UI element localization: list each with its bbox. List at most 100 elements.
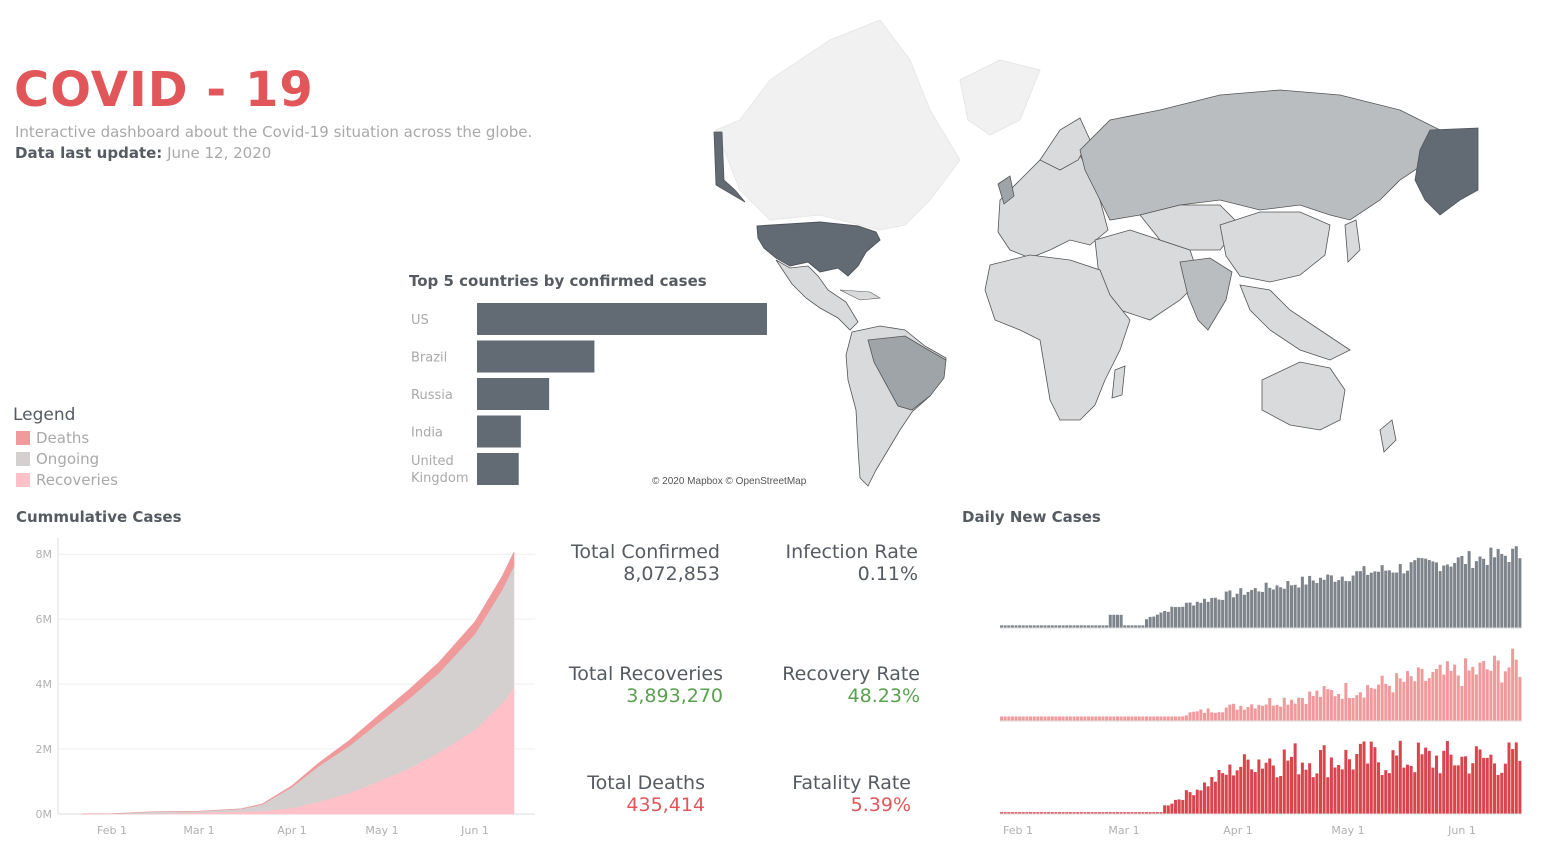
daily-bar-confirmed[interactable]: [1094, 625, 1098, 628]
daily-bar-recoveries[interactable]: [1007, 716, 1011, 722]
daily-bar-recoveries[interactable]: [1464, 658, 1468, 721]
daily-bar-deaths[interactable]: [1072, 812, 1076, 814]
daily-bar-deaths[interactable]: [1242, 754, 1246, 814]
daily-bar-recoveries[interactable]: [1239, 705, 1243, 721]
daily-bar-recoveries[interactable]: [1148, 716, 1152, 722]
daily-bar-confirmed[interactable]: [1130, 625, 1134, 628]
daily-bar-recoveries[interactable]: [1518, 676, 1522, 721]
area-deaths[interactable]: [81, 551, 515, 815]
daily-bar-recoveries[interactable]: [1395, 673, 1399, 721]
daily-bar-deaths[interactable]: [1351, 769, 1355, 814]
daily-bar-deaths[interactable]: [1159, 812, 1163, 814]
daily-bar-recoveries[interactable]: [1329, 689, 1333, 721]
daily-bar-recoveries[interactable]: [1177, 716, 1181, 722]
daily-bar-recoveries[interactable]: [1246, 707, 1250, 721]
daily-bar-recoveries[interactable]: [1435, 668, 1439, 721]
daily-bar-recoveries[interactable]: [1210, 712, 1214, 721]
daily-bar-confirmed[interactable]: [1054, 625, 1058, 628]
daily-bar-deaths[interactable]: [1079, 812, 1083, 814]
daily-bar-deaths[interactable]: [1304, 769, 1308, 814]
daily-bar-confirmed[interactable]: [1496, 548, 1500, 628]
daily-bar-confirmed[interactable]: [1246, 591, 1250, 628]
daily-bar-confirmed[interactable]: [1420, 558, 1424, 628]
daily-bar-deaths[interactable]: [1445, 740, 1449, 814]
daily-bar-recoveries[interactable]: [1221, 712, 1225, 721]
daily-bar-recoveries[interactable]: [1047, 716, 1051, 722]
daily-bar-confirmed[interactable]: [1300, 576, 1304, 628]
daily-bar-confirmed[interactable]: [1384, 570, 1388, 628]
daily-bar-deaths[interactable]: [1032, 812, 1036, 814]
daily-bar-deaths[interactable]: [1152, 812, 1156, 814]
daily-bar-confirmed[interactable]: [1072, 625, 1076, 628]
daily-bar-confirmed[interactable]: [1460, 556, 1464, 628]
daily-bar-confirmed[interactable]: [1021, 625, 1025, 628]
daily-bar-recoveries[interactable]: [1126, 716, 1130, 722]
daily-bar-confirmed[interactable]: [1239, 588, 1243, 628]
daily-bar-deaths[interactable]: [1094, 812, 1098, 814]
daily-bar-confirmed[interactable]: [1348, 581, 1352, 628]
daily-bar-deaths[interactable]: [1395, 755, 1399, 814]
daily-bar-confirmed[interactable]: [1101, 625, 1105, 628]
daily-bar-recoveries[interactable]: [1514, 659, 1518, 721]
daily-bar-confirmed[interactable]: [1355, 571, 1359, 628]
daily-bar-confirmed[interactable]: [1366, 574, 1370, 628]
daily-bar-deaths[interactable]: [1337, 764, 1341, 814]
daily-bar-recoveries[interactable]: [1507, 667, 1511, 721]
daily-bar-recoveries[interactable]: [1257, 704, 1261, 721]
daily-bar-deaths[interactable]: [1116, 812, 1120, 814]
daily-bar-deaths[interactable]: [1435, 755, 1439, 814]
daily-bar-confirmed[interactable]: [1271, 589, 1275, 628]
daily-bar-confirmed[interactable]: [1228, 590, 1232, 628]
daily-bar-deaths[interactable]: [1221, 773, 1225, 814]
daily-bar-confirmed[interactable]: [1119, 614, 1123, 628]
daily-bar-recoveries[interactable]: [1203, 712, 1207, 721]
daily-bar-recoveries[interactable]: [1217, 712, 1221, 721]
daily-bar-recoveries[interactable]: [1116, 716, 1120, 722]
map-region-mexico[interactable]: [775, 259, 859, 331]
daily-bar-deaths[interactable]: [1355, 753, 1359, 814]
map-credit[interactable]: © 2020 Mapbox © OpenStreetMap: [652, 476, 807, 487]
daily-bar-confirmed[interactable]: [1380, 565, 1384, 628]
map-region-alaska-edge[interactable]: [713, 131, 746, 203]
daily-bar-recoveries[interactable]: [1402, 681, 1406, 721]
daily-bar-recoveries[interactable]: [1373, 688, 1377, 721]
daily-bar-recoveries[interactable]: [1474, 674, 1478, 721]
daily-bar-recoveries[interactable]: [1112, 716, 1116, 722]
daily-bar-recoveries[interactable]: [1199, 709, 1203, 721]
daily-bar-confirmed[interactable]: [1199, 602, 1203, 628]
daily-bar-confirmed[interactable]: [1438, 571, 1442, 628]
daily-bar-deaths[interactable]: [1358, 743, 1362, 814]
daily-bar-confirmed[interactable]: [1166, 611, 1170, 628]
daily-bar-recoveries[interactable]: [1235, 709, 1239, 721]
daily-bar-recoveries[interactable]: [1485, 669, 1489, 721]
daily-bar-recoveries[interactable]: [1413, 681, 1417, 721]
daily-bar-recoveries[interactable]: [1166, 716, 1170, 722]
daily-bar-confirmed[interactable]: [1058, 625, 1062, 628]
daily-bar-recoveries[interactable]: [1315, 690, 1319, 721]
daily-bar-confirmed[interactable]: [1311, 580, 1315, 628]
daily-bar-recoveries[interactable]: [1275, 704, 1279, 721]
daily-bar-confirmed[interactable]: [1290, 585, 1294, 628]
daily-bar-deaths[interactable]: [1377, 762, 1381, 814]
daily-bar-confirmed[interactable]: [1184, 602, 1188, 628]
daily-bar-confirmed[interactable]: [1116, 614, 1120, 628]
daily-bar-recoveries[interactable]: [1184, 715, 1188, 721]
daily-bar-deaths[interactable]: [1460, 756, 1464, 814]
daily-bar-deaths[interactable]: [1485, 757, 1489, 814]
daily-bar-recoveries[interactable]: [1406, 671, 1410, 721]
daily-bar-confirmed[interactable]: [1188, 602, 1192, 628]
daily-bar-deaths[interactable]: [1424, 747, 1428, 814]
daily-bar-confirmed[interactable]: [1402, 573, 1406, 628]
daily-bar-confirmed[interactable]: [1264, 582, 1268, 628]
daily-bar-deaths[interactable]: [1467, 773, 1471, 814]
daily-bar-confirmed[interactable]: [1478, 556, 1482, 628]
map-region-japan[interactable]: [1344, 219, 1361, 263]
daily-bar-recoveries[interactable]: [1271, 705, 1275, 721]
daily-bar-recoveries[interactable]: [1159, 716, 1163, 722]
daily-bar-recoveries[interactable]: [1163, 716, 1167, 722]
daily-bar-deaths[interactable]: [1000, 812, 1004, 814]
daily-bar-deaths[interactable]: [1391, 750, 1395, 814]
daily-bar-deaths[interactable]: [1257, 759, 1261, 814]
daily-bar-confirmed[interactable]: [1326, 574, 1330, 628]
daily-bar-recoveries[interactable]: [1500, 682, 1504, 721]
